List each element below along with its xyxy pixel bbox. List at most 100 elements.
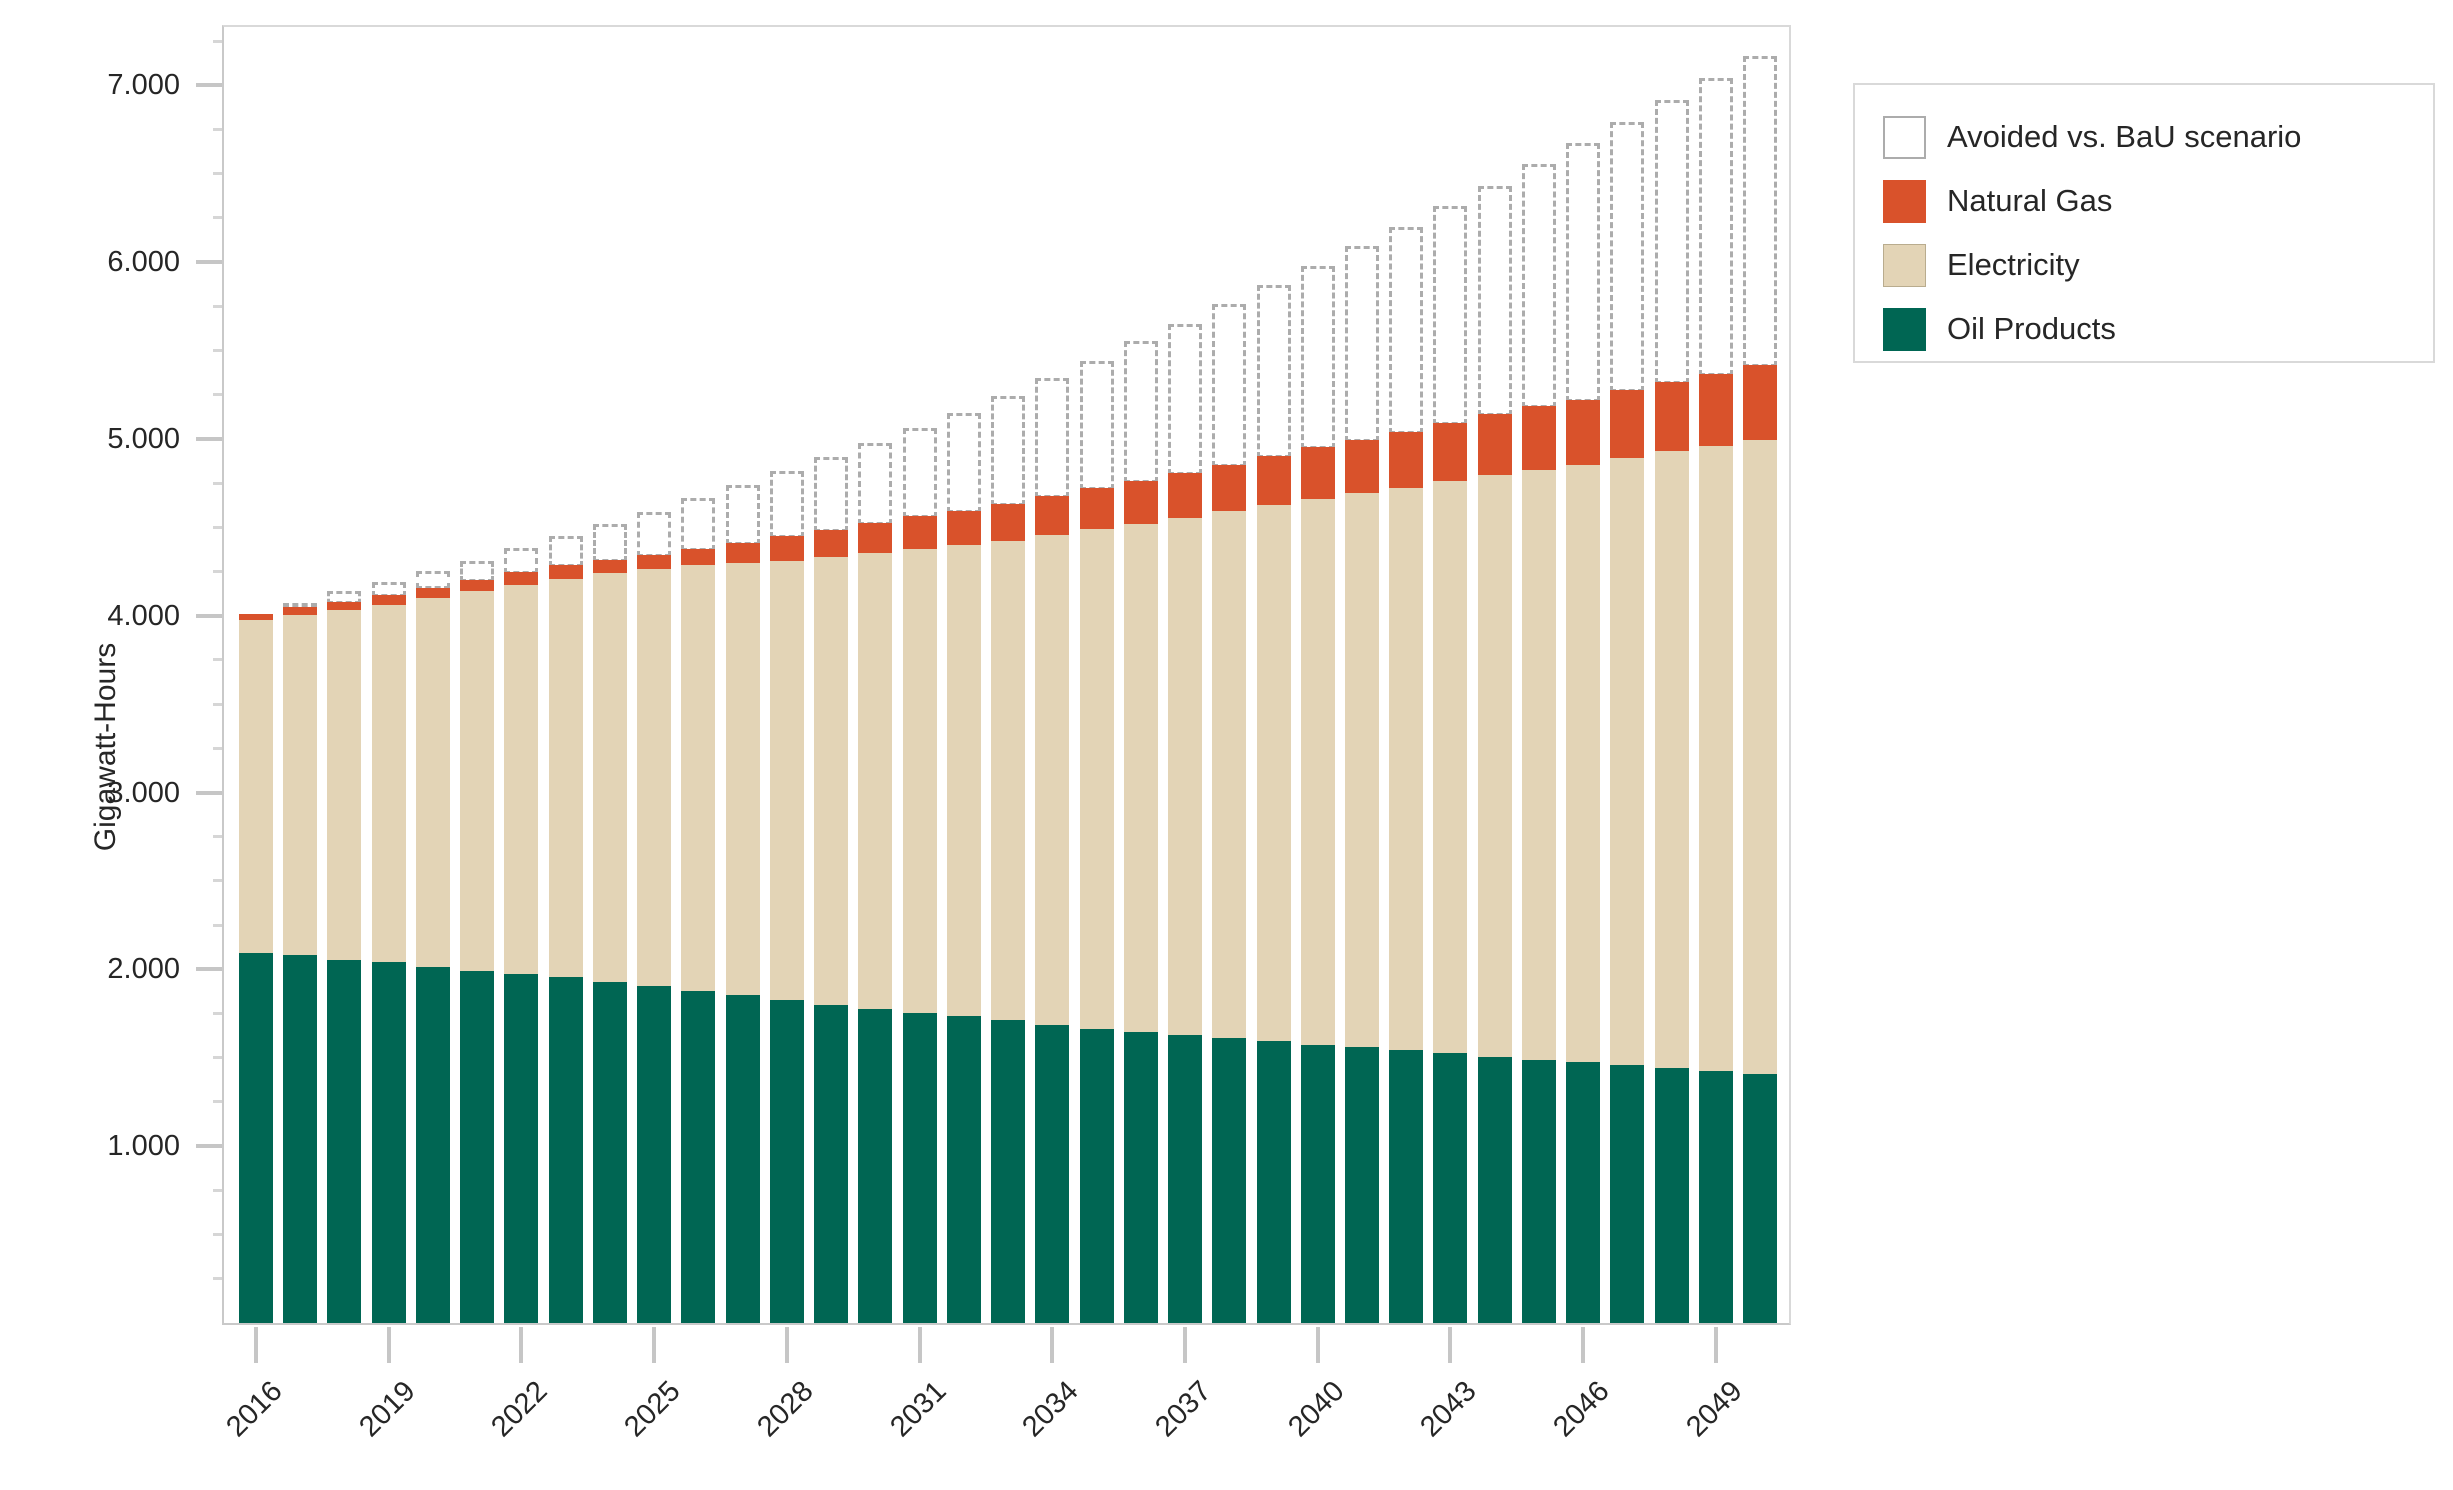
bar-segment-natural-gas xyxy=(1079,487,1114,530)
bar-segment-avoided xyxy=(592,524,627,563)
bar-segment-electricity xyxy=(239,620,273,954)
x-tick-label: 2034 xyxy=(1016,1375,1085,1444)
bar-segment-natural-gas xyxy=(902,515,937,550)
bar-segment-avoided xyxy=(814,456,849,533)
bar-segment-oil-products xyxy=(991,1019,1026,1323)
bar-2030 xyxy=(858,27,893,1323)
bar-segment-avoided xyxy=(725,485,760,546)
bar-segment-oil-products xyxy=(1743,1073,1778,1323)
bar-segment-natural-gas xyxy=(1212,464,1247,512)
bar-2050 xyxy=(1743,27,1778,1323)
y-minor-tick xyxy=(213,1100,222,1104)
bar-segment-natural-gas xyxy=(1566,400,1601,465)
bar-segment-electricity xyxy=(1698,446,1733,1072)
y-minor-tick xyxy=(213,923,222,927)
bar-segment-electricity xyxy=(548,578,583,978)
y-minor-tick xyxy=(213,1233,222,1237)
bar-segment-oil-products xyxy=(371,962,406,1323)
legend-item-avoided: Avoided vs. BaU scenario xyxy=(1883,105,2433,169)
bar-segment-oil-products xyxy=(1610,1064,1645,1323)
bar-segment-electricity xyxy=(1256,505,1291,1041)
bar-segment-natural-gas xyxy=(1433,423,1468,482)
bar-segment-avoided xyxy=(1035,378,1070,499)
x-tick-label: 2037 xyxy=(1149,1375,1218,1444)
bar-segment-electricity xyxy=(1477,475,1512,1057)
bar-segment-avoided xyxy=(637,511,672,557)
bar-segment-oil-products xyxy=(725,995,760,1323)
legend-label-natural-gas: Natural Gas xyxy=(1947,183,2113,218)
x-tick xyxy=(1448,1327,1453,1363)
bar-2044 xyxy=(1477,27,1512,1323)
bar-segment-electricity xyxy=(814,557,849,1005)
y-minor-tick xyxy=(213,1188,222,1192)
bar-segment-natural-gas xyxy=(283,606,318,615)
bar-2016 xyxy=(239,27,273,1323)
bar-segment-oil-products xyxy=(1389,1049,1424,1323)
bar-segment-natural-gas xyxy=(239,614,273,621)
y-minor-tick xyxy=(213,1277,222,1281)
bar-segment-avoided xyxy=(946,412,981,513)
bar-segment-avoided xyxy=(1256,285,1291,458)
y-major-tick xyxy=(196,790,222,795)
x-tick-label: 2016 xyxy=(220,1375,289,1444)
bar-segment-electricity xyxy=(1123,523,1158,1033)
bar-2046 xyxy=(1566,27,1601,1323)
bar-segment-avoided xyxy=(1477,185,1512,417)
bar-segment-oil-products xyxy=(637,986,672,1323)
y-major-tick xyxy=(196,967,222,972)
legend-item-oil-products: Oil Products xyxy=(1883,297,2433,361)
bar-segment-oil-products xyxy=(681,990,716,1323)
bar-segment-natural-gas xyxy=(1477,414,1512,476)
y-minor-tick xyxy=(213,349,222,353)
bar-segment-avoided xyxy=(1123,341,1158,483)
bar-segment-oil-products xyxy=(946,1016,981,1323)
bar-segment-oil-products xyxy=(1300,1045,1335,1323)
y-major-tick xyxy=(196,83,222,88)
bar-segment-electricity xyxy=(637,568,672,987)
bar-segment-electricity xyxy=(504,584,539,974)
bar-segment-electricity xyxy=(946,545,981,1017)
bar-segment-oil-products xyxy=(460,971,495,1323)
bar-segment-oil-products xyxy=(1433,1053,1468,1323)
bar-segment-electricity xyxy=(460,591,495,972)
y-tick-label: 7.000 xyxy=(107,69,180,102)
x-tick-label: 2043 xyxy=(1414,1375,1484,1444)
bar-2042 xyxy=(1389,27,1424,1323)
y-axis-title: Gigawatt-Hours xyxy=(89,642,122,852)
bar-segment-avoided xyxy=(1521,164,1556,409)
y-tick-label: 3.000 xyxy=(107,776,180,809)
bar-segment-natural-gas xyxy=(548,565,583,579)
bar-segment-avoided xyxy=(902,427,937,518)
bar-segment-natural-gas xyxy=(1654,382,1689,452)
legend-swatch-electricity-icon xyxy=(1883,243,1926,287)
bar-segment-natural-gas xyxy=(769,536,804,561)
x-tick xyxy=(1183,1327,1188,1363)
bar-2040 xyxy=(1300,27,1335,1323)
y-minor-tick xyxy=(213,746,222,750)
x-tick-label: 2049 xyxy=(1680,1375,1749,1444)
bar-segment-electricity xyxy=(1389,487,1424,1050)
bar-segment-natural-gas xyxy=(592,560,627,574)
bar-segment-avoided xyxy=(1610,121,1645,393)
bar-2020 xyxy=(415,27,450,1323)
bar-segment-oil-products xyxy=(548,977,583,1323)
bar-segment-avoided xyxy=(1212,303,1247,467)
bar-segment-avoided xyxy=(769,471,804,539)
x-tick xyxy=(1581,1327,1586,1363)
bar-segment-oil-products xyxy=(814,1004,849,1323)
bar-segment-avoided xyxy=(1433,205,1468,426)
bar-segment-natural-gas xyxy=(858,522,893,554)
bar-segment-natural-gas xyxy=(1168,473,1203,518)
bar-segment-natural-gas xyxy=(681,548,716,566)
bar-2023 xyxy=(548,27,583,1323)
bar-segment-oil-products xyxy=(283,955,318,1323)
bar-segment-oil-products xyxy=(858,1009,893,1323)
bar-segment-avoided xyxy=(504,547,539,574)
bar-segment-electricity xyxy=(1433,481,1468,1054)
bar-segment-natural-gas xyxy=(504,571,539,585)
bar-segment-electricity xyxy=(327,610,362,960)
y-minor-tick xyxy=(213,1056,222,1060)
plot-area: Gigawatt-Hours 1.000 2.000 3.000 4.000 5.000… xyxy=(89,25,1791,1443)
bar-2021 xyxy=(460,27,495,1323)
